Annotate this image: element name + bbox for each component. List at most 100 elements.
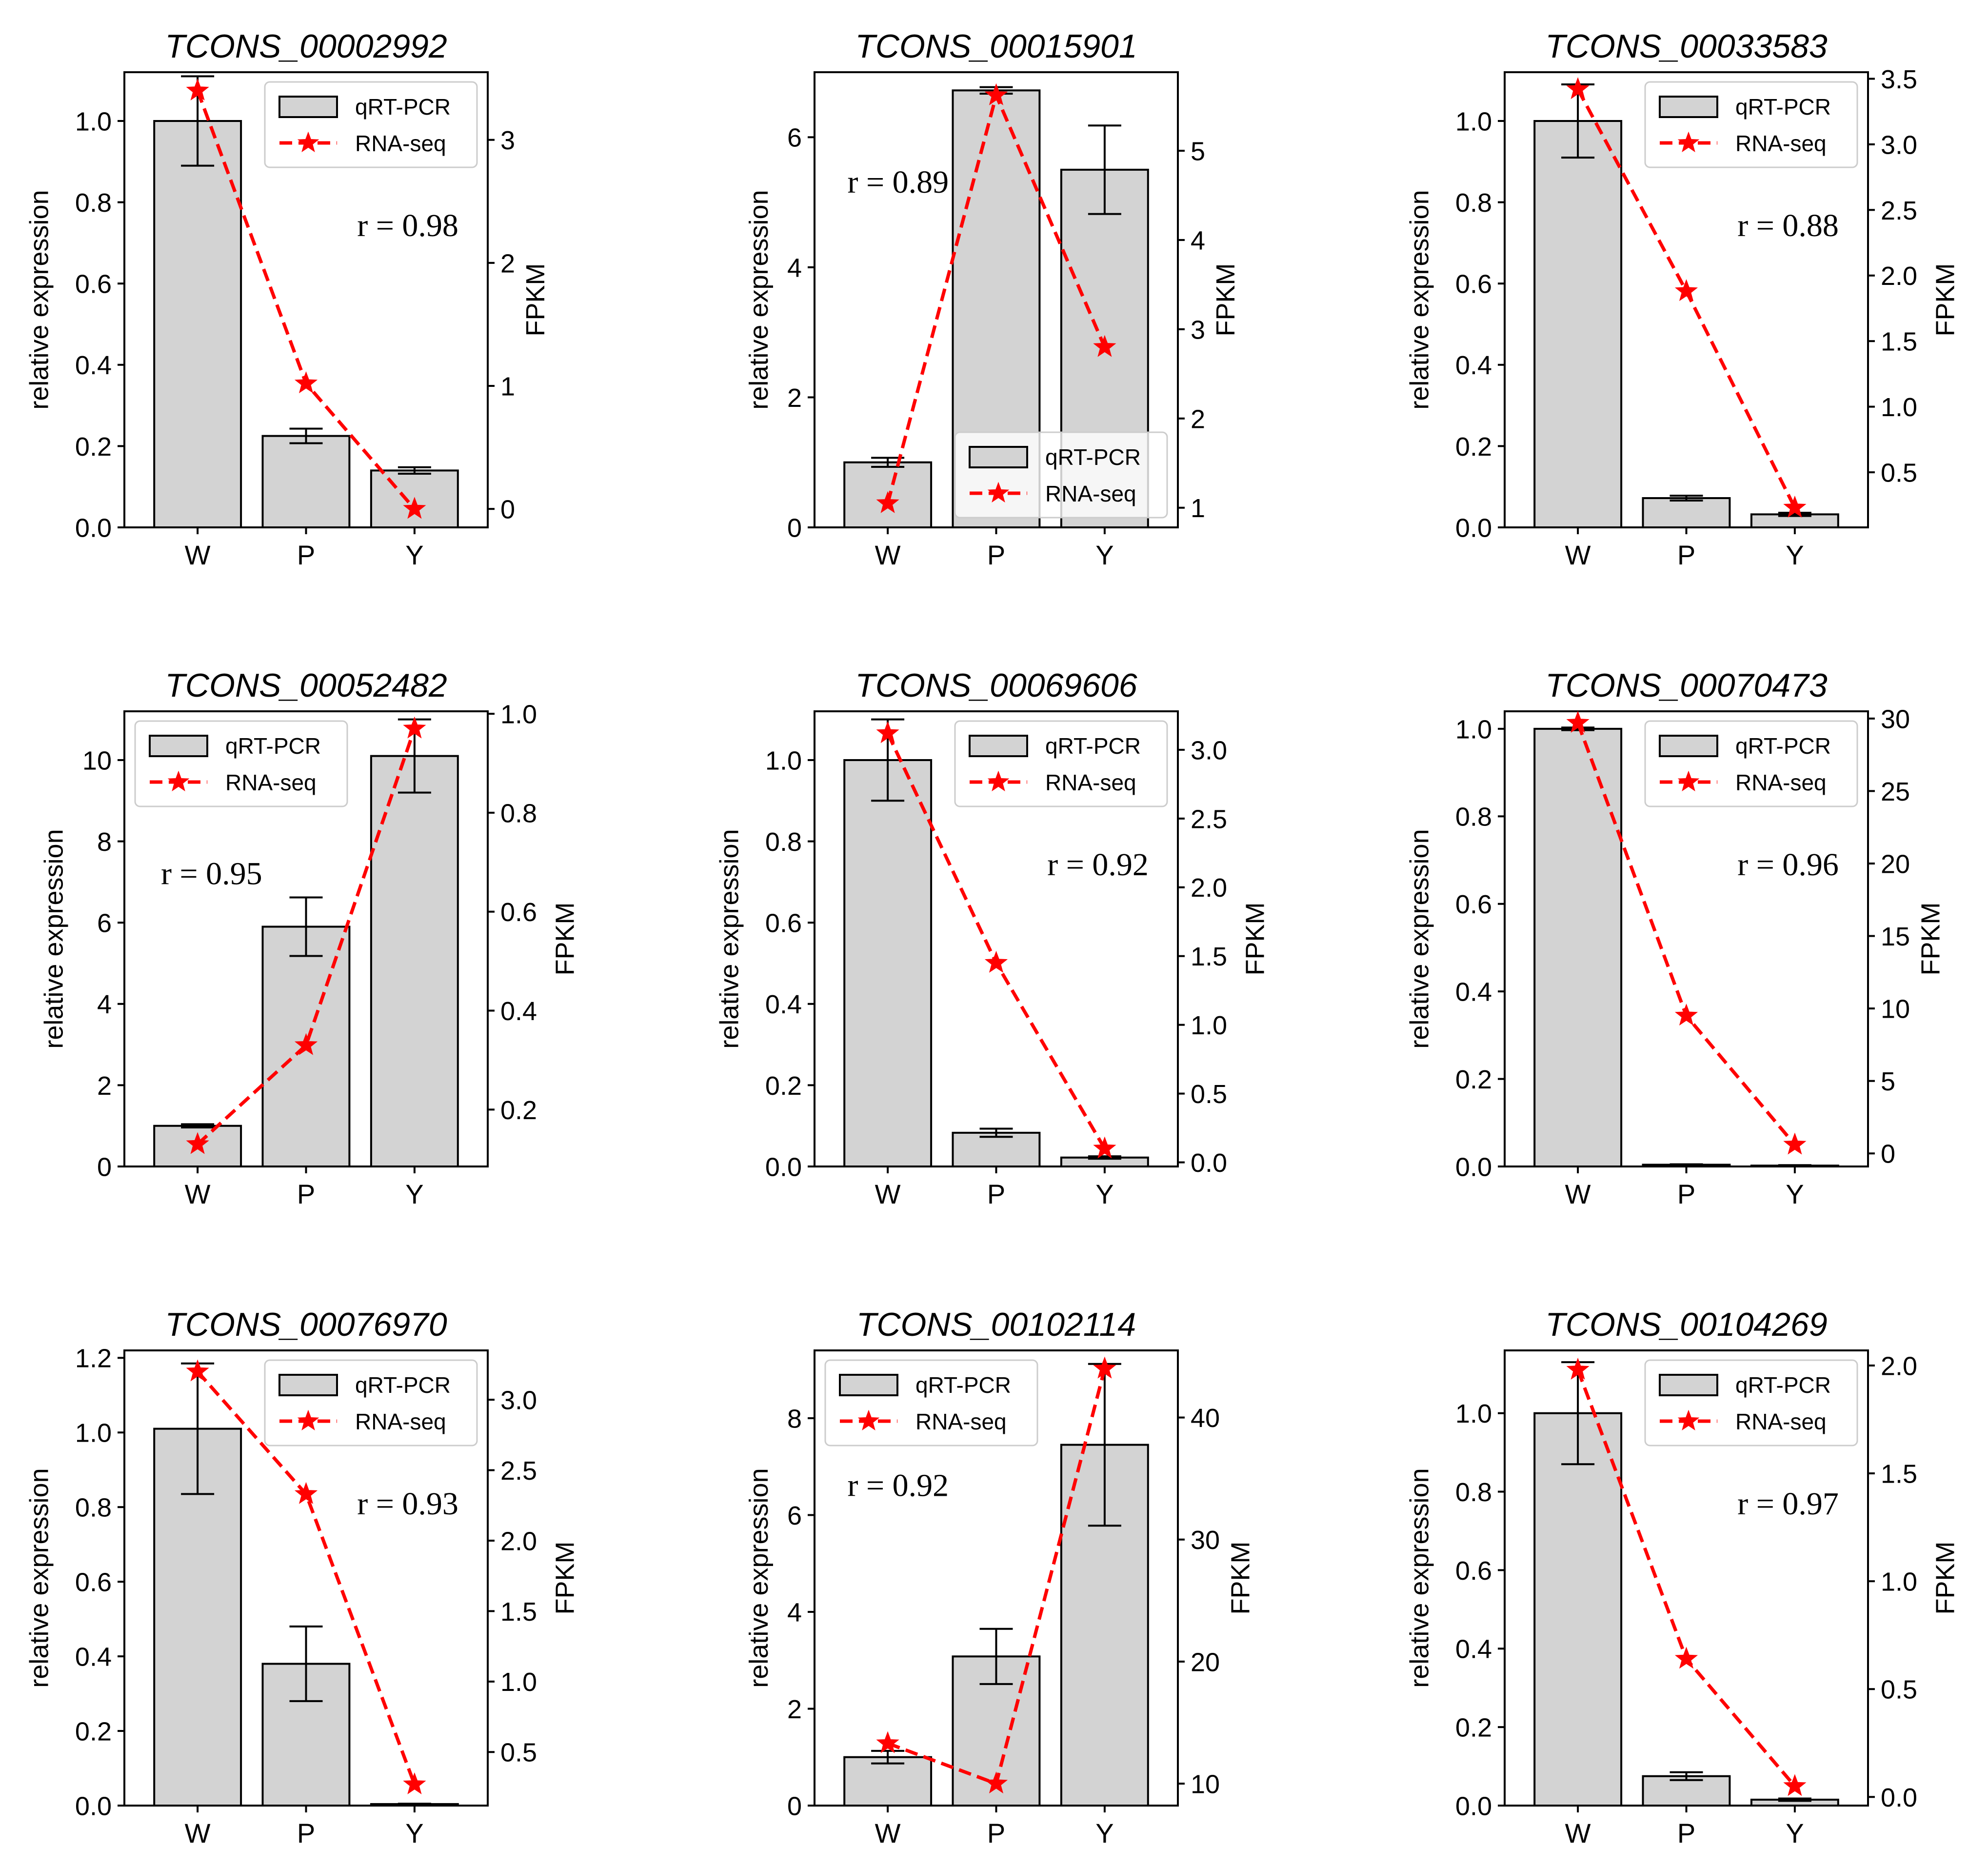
left-tick-label: 0.8 [1455,803,1492,832]
x-tick-label: Y [1095,1179,1113,1209]
left-tick-label: 1.0 [1455,1399,1492,1428]
left-tick-label: 0.2 [1455,1065,1492,1094]
rna-seq-point-Y [1093,1136,1116,1159]
left-tick-label: 0.4 [765,990,802,1019]
chart-title: TCONS_00052482 [165,667,447,704]
legend-bar-swatch [278,96,338,118]
y2-axis-label: FPKM [1226,1541,1255,1614]
right-tick-label: 30 [1191,1526,1220,1555]
error-bar-P [979,1628,1013,1685]
rna-seq-point-P [294,371,318,394]
right-tick-label: 30 [1881,704,1910,734]
right-tick-label: 40 [1191,1404,1220,1433]
bar-W [843,1756,933,1807]
left-tick-label: 0.8 [75,188,112,218]
legend-label-line: RNA-seq [915,1409,1007,1434]
right-tick-label: 15 [1881,922,1910,951]
y2-axis-label: FPKM [551,902,580,975]
x-tick-label: P [987,1818,1005,1849]
bar-W [153,120,242,528]
legend-star-icon [297,131,319,152]
rna-seq-point-P [1674,1647,1698,1669]
x-tick-label: Y [1095,1818,1113,1849]
chart-title: TCONS_00069606 [855,667,1137,704]
right-tick-label: 1.5 [1191,942,1227,971]
left-tick-label: 0.8 [75,1493,112,1523]
left-tick-label: 8 [787,1404,802,1433]
chart-panel-5: 0.0 0.2 0.4 0.6 0.8 1.0 0.0 0.5 1.0 1.5 2.0 2.5 3.0 W… [715,667,1270,1209]
error-bar-Y [398,466,431,475]
right-tick-label: 2.5 [1191,804,1227,834]
legend: qRT-PCR RNA-seq [1644,720,1858,807]
legend: qRT-PCR RNA-seq [264,81,478,168]
bar-P [261,435,351,528]
error-bar-P [289,427,323,444]
chart-panel-7: 0.0 0.2 0.4 0.6 0.8 1.0 1.2 0.5 1.0 1.5 2.0 2.5 3.0 W… [24,1306,579,1849]
error-bar-P [289,896,323,957]
chart-panel-3: 0.0 0.2 0.4 0.6 0.8 1.0 0.5 1.0 1.5 2.0 2.5 3.0 3.5 W… [1405,28,1960,570]
left-tick-label: 0.6 [1455,1556,1492,1586]
legend: qRT-PCR RNA-seq [954,720,1168,807]
rna-seq-point-Y [1783,1132,1807,1155]
correlation-annotation: r = 0.96 [1737,847,1839,883]
left-tick-label: 0.0 [1455,1152,1492,1182]
legend-label-line: RNA-seq [1735,1409,1827,1434]
right-tick-label: 0.5 [500,1738,537,1768]
legend: qRT-PCR RNA-seq [1644,81,1858,168]
right-tick-label: 2.5 [1881,196,1917,225]
left-tick-label: 0.2 [75,432,112,462]
right-tick-label: 1.0 [500,1668,537,1697]
left-tick-label: 0.0 [75,513,112,543]
error-bar-Y [1088,1155,1121,1160]
y2-axis-label: FPKM [1931,1541,1960,1614]
left-tick-label: 0.4 [75,1643,112,1672]
legend-star-icon [1677,1409,1700,1430]
rna-seq-point-Y [1093,335,1116,357]
correlation-annotation: r = 0.89 [847,164,949,200]
right-tick-label: 3 [1191,315,1205,344]
legend-label-bar: qRT-PCR [1045,444,1141,470]
correlation-annotation: r = 0.93 [357,1486,458,1522]
legend-star-icon [297,1409,319,1430]
error-bar-P [1670,495,1703,502]
bar-P [1642,1775,1731,1807]
left-tick-label: 0.4 [1455,1635,1492,1664]
left-tick-label: 0.2 [1455,1713,1492,1743]
rna-seq-point-P [1674,279,1698,301]
error-bar-Y [1088,124,1121,215]
legend-bar-swatch [839,1374,898,1396]
legend-bar-swatch [278,1374,338,1396]
left-tick-label: 0.0 [765,1152,802,1182]
right-tick-label: 0.2 [500,1096,537,1125]
left-tick-label: 4 [97,990,112,1019]
right-tick-label: 0.6 [500,898,537,927]
error-bar-W [871,1749,905,1765]
right-tick-label: 10 [1881,995,1910,1024]
right-tick-label: 2.5 [500,1456,537,1486]
legend-bar-swatch [969,446,1028,468]
left-tick-label: 0.8 [1455,188,1492,218]
rna-seq-point-Y [1783,495,1807,518]
legend: qRT-PCR RNA-seq [824,1359,1038,1447]
x-tick-label: Y [405,1179,423,1209]
left-tick-label: 0 [97,1152,112,1182]
legend-label-line: RNA-seq [1045,481,1136,506]
right-tick-label: 3.0 [1191,736,1227,765]
legend-bar-swatch [1659,735,1718,757]
y-axis-label: relative expression [744,190,774,409]
rna-seq-point-W [876,1731,899,1753]
left-tick-label: 0.6 [75,270,112,299]
bar-W [843,759,933,1167]
left-tick-label: 2 [97,1071,112,1101]
left-tick-label: 1.0 [1455,715,1492,744]
chart-panel-9: 0.0 0.2 0.4 0.6 0.8 1.0 0.0 0.5 1.0 1.5 2.0 W P Yrela… [1405,1306,1960,1849]
y-axis-label: relative expression [744,1468,774,1688]
y-axis-label: relative expression [715,829,744,1048]
legend-label-bar: qRT-PCR [1735,94,1831,120]
correlation-annotation: r = 0.97 [1737,1486,1839,1522]
right-tick-label: 20 [1881,849,1910,879]
legend: qRT-PCR RNA-seq [134,720,348,807]
legend-label-bar: qRT-PCR [1735,733,1831,759]
legend-label-line: RNA-seq [355,131,446,156]
